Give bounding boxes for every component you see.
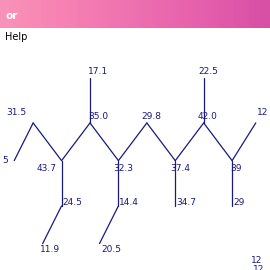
Text: 24.5: 24.5: [63, 198, 82, 207]
Text: 39: 39: [230, 164, 242, 173]
Text: 22.5: 22.5: [198, 67, 218, 76]
Text: 11.9: 11.9: [40, 245, 60, 254]
Text: Help: Help: [5, 32, 28, 42]
Text: 17.1: 17.1: [88, 67, 108, 76]
Text: 34.7: 34.7: [176, 198, 196, 207]
Text: 32.3: 32.3: [114, 164, 134, 173]
Text: 12: 12: [253, 265, 265, 270]
Text: 12: 12: [251, 256, 262, 265]
Text: 29.8: 29.8: [141, 112, 161, 122]
Text: 20.5: 20.5: [102, 245, 122, 254]
Text: 37.4: 37.4: [171, 164, 191, 173]
Text: 43.7: 43.7: [37, 164, 57, 173]
Text: 29: 29: [233, 198, 244, 207]
Text: or: or: [5, 11, 18, 21]
Text: 35.0: 35.0: [88, 112, 108, 122]
Text: 31.5: 31.5: [6, 108, 26, 117]
Text: 42.0: 42.0: [198, 112, 218, 122]
Text: 14.4: 14.4: [119, 198, 139, 207]
Text: 5: 5: [3, 156, 9, 165]
Text: 12: 12: [257, 108, 268, 117]
